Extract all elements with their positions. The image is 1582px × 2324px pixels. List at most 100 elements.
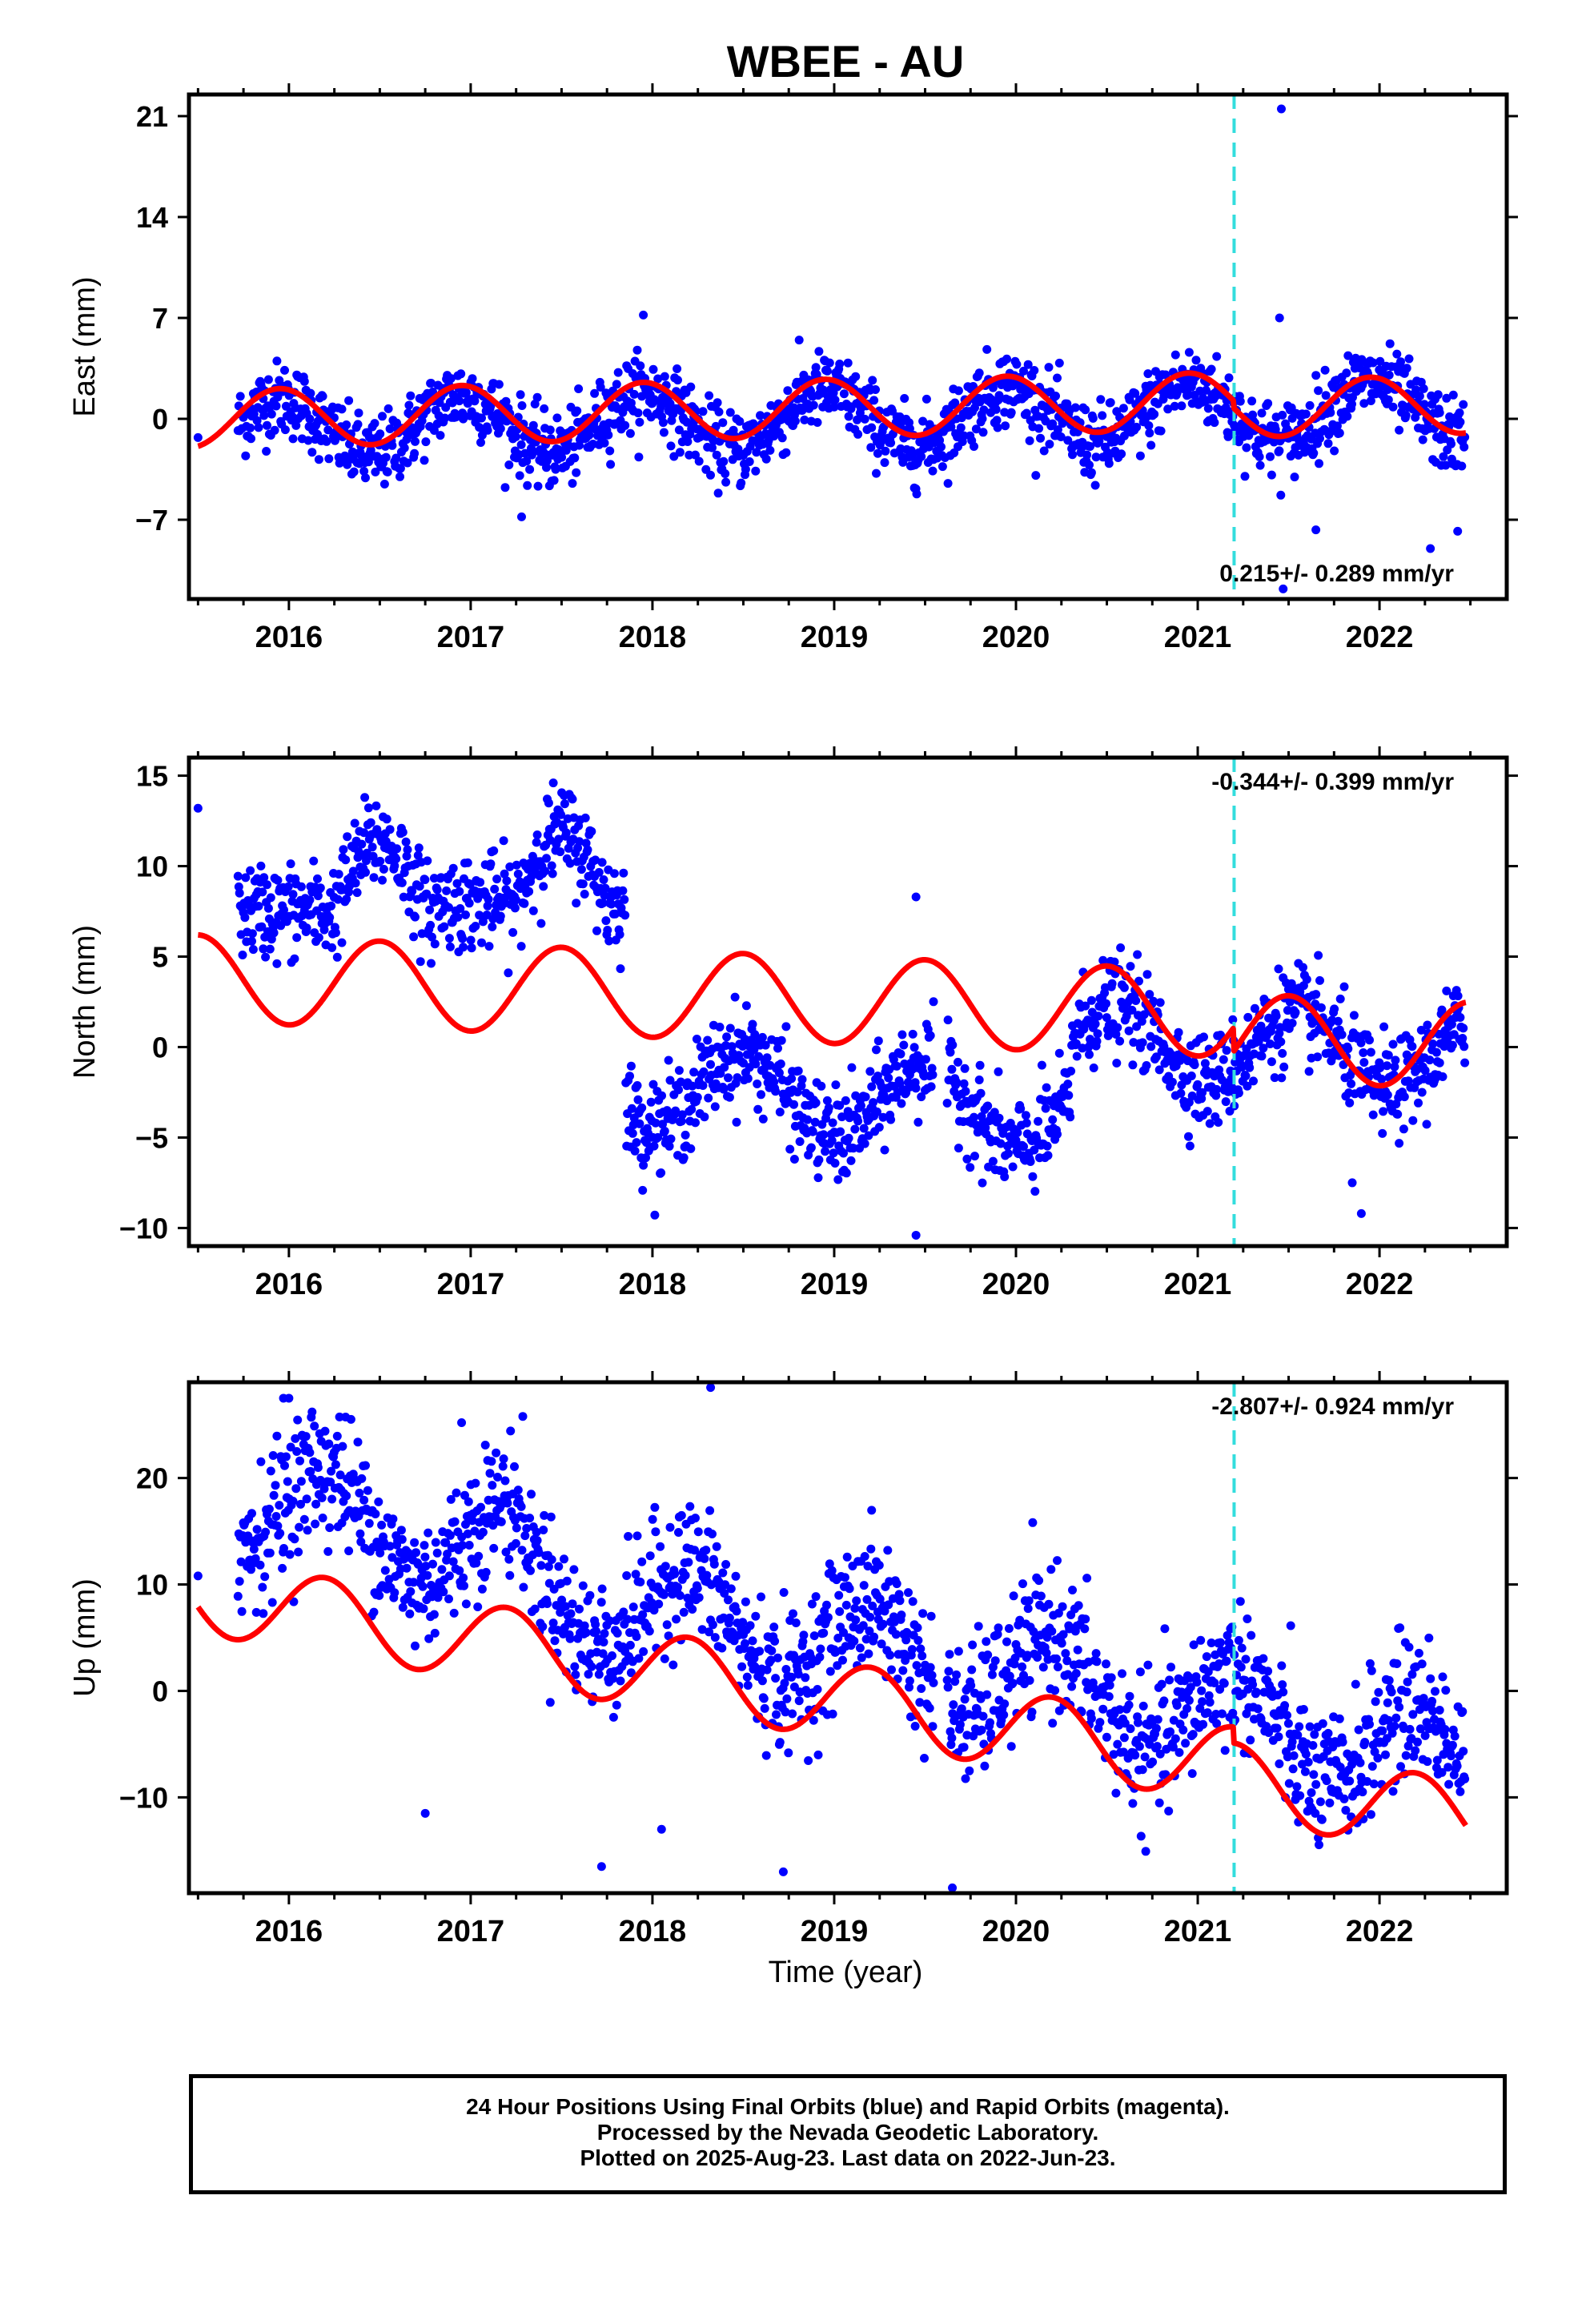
data-point [1221, 1097, 1231, 1107]
data-point [897, 1610, 906, 1620]
data-point [436, 431, 445, 440]
data-point [825, 358, 834, 368]
data-point [800, 415, 809, 424]
data-point [1333, 1016, 1343, 1026]
data-point [1444, 1779, 1454, 1789]
data-point [664, 1631, 673, 1641]
data-point [1271, 1011, 1281, 1021]
data-point [885, 1651, 895, 1660]
data-point [460, 1581, 468, 1590]
data-point [307, 1407, 317, 1417]
data-point [710, 1102, 720, 1112]
data-point [795, 1137, 805, 1146]
data-point [380, 1566, 390, 1575]
data-point [1320, 365, 1330, 375]
data-point [408, 887, 417, 896]
data-point [1241, 1072, 1251, 1080]
data-point [445, 942, 455, 951]
data-point [1385, 339, 1395, 348]
data-point [648, 1514, 657, 1524]
data-point [1009, 1591, 1018, 1601]
data-point [520, 1531, 530, 1541]
data-point [869, 1098, 878, 1108]
data-point [978, 1711, 988, 1721]
data-point [1408, 1710, 1418, 1719]
data-point [720, 1063, 729, 1072]
data-point [719, 456, 729, 466]
data-point [615, 930, 624, 939]
data-point [1019, 1671, 1028, 1680]
data-point [979, 405, 989, 415]
data-point [1113, 1023, 1122, 1032]
data-point [286, 859, 295, 869]
data-point [332, 952, 342, 962]
data-point [1399, 1092, 1409, 1102]
data-point [279, 905, 288, 915]
data-point [428, 932, 436, 942]
data-point [1142, 970, 1152, 979]
data-point [420, 1541, 429, 1550]
data-point [456, 369, 466, 379]
data-point [782, 1694, 792, 1703]
data-point [1442, 986, 1452, 995]
data-point [1339, 982, 1349, 991]
data-point [892, 1579, 901, 1589]
data-point [1316, 1003, 1326, 1012]
data-point [1215, 1659, 1224, 1668]
data-point [301, 1432, 311, 1441]
data-point [260, 1572, 270, 1582]
data-point [1240, 472, 1250, 481]
data-point [1053, 1556, 1062, 1566]
data-point [487, 1457, 496, 1466]
data-point [1081, 1001, 1090, 1011]
data-point [1104, 459, 1114, 468]
data-point [779, 1588, 789, 1597]
data-point [1367, 1762, 1377, 1771]
data-point [360, 793, 370, 802]
data-point [732, 1606, 741, 1616]
data-point [1275, 1759, 1284, 1768]
data-point [246, 866, 255, 875]
data-point [341, 855, 351, 865]
plot-area-up [193, 1382, 1470, 1893]
data-point [335, 1412, 344, 1421]
data-point [610, 909, 620, 919]
data-point [607, 899, 616, 909]
data-point [1280, 1701, 1290, 1711]
data-point [332, 1431, 342, 1441]
data-point [474, 1551, 484, 1561]
data-point [1212, 352, 1222, 361]
data-point [580, 813, 590, 822]
data-point [647, 1598, 656, 1607]
data-point [1383, 1051, 1393, 1060]
data-point [1155, 998, 1165, 1007]
data-point [1315, 975, 1324, 985]
data-point [1321, 391, 1331, 400]
data-point [777, 1035, 786, 1045]
data-point [1308, 1741, 1318, 1750]
data-point [1363, 1777, 1372, 1786]
data-point [618, 886, 628, 895]
data-point [783, 386, 793, 396]
data-point [375, 856, 385, 866]
data-point [1193, 1080, 1203, 1089]
data-point [970, 403, 979, 412]
data-point [1283, 1719, 1293, 1728]
data-point [1456, 1787, 1465, 1796]
data-point [605, 446, 615, 456]
data-point [681, 1130, 690, 1140]
data-point [322, 436, 331, 446]
data-point [402, 1563, 412, 1573]
data-point [1342, 368, 1351, 378]
data-point [1439, 452, 1448, 461]
data-point [1063, 436, 1073, 445]
data-point [613, 368, 623, 377]
data-point [1411, 1746, 1420, 1755]
data-point [327, 901, 336, 911]
data-point [568, 479, 577, 489]
data-point [1407, 1670, 1417, 1679]
data-point [1126, 1724, 1135, 1734]
data-point [492, 875, 502, 884]
